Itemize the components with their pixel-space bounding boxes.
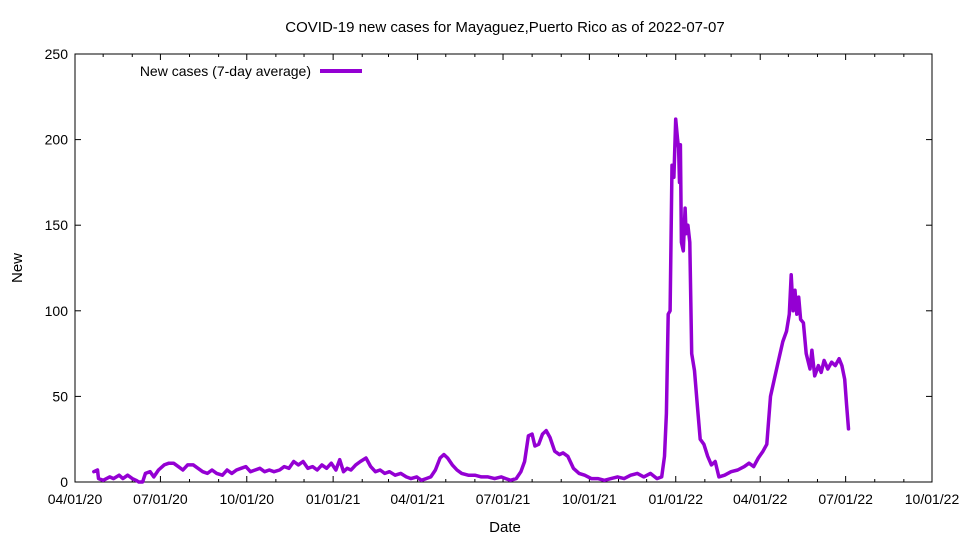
x-tick-label: 04/01/21 [390, 491, 445, 507]
legend-label-new-cases: New cases (7-day average) [140, 63, 311, 79]
legend: New cases (7-day average) [140, 63, 362, 79]
y-tick-label: 250 [45, 46, 69, 62]
y-tick-label: 0 [60, 474, 68, 490]
y-tick-label: 100 [45, 303, 69, 319]
x-tick-label: 04/01/22 [733, 491, 788, 507]
x-tick-label: 07/01/20 [133, 491, 188, 507]
y-axis-label: New [9, 253, 26, 283]
y-tick-label: 50 [52, 388, 68, 404]
x-tick-label: 04/01/20 [48, 491, 103, 507]
y-axis-ticks: 0 50 100 150 200 250 [45, 46, 932, 490]
x-tick-label: 10/01/21 [562, 491, 617, 507]
y-tick-label: 200 [45, 132, 69, 148]
x-tick-label: 01/01/21 [306, 491, 361, 507]
x-tick-label: 07/01/22 [818, 491, 873, 507]
x-tick-label: 10/01/20 [220, 491, 275, 507]
series-layer [92, 117, 851, 484]
x-axis-label: Date [489, 519, 521, 536]
x-axis-ticks: 04/01/20 07/01/20 10/01/20 01/01/21 04/01/21… [48, 54, 960, 507]
x-tick-label: 01/01/22 [648, 491, 703, 507]
x-tick-label: 10/01/22 [905, 491, 960, 507]
chart-title: COVID-19 new cases for Mayaguez,Puerto R… [285, 19, 724, 36]
plot-area [74, 53, 933, 483]
x-tick-label: 07/01/21 [476, 491, 531, 507]
plot-border [74, 53, 933, 483]
y-tick-label: 150 [45, 217, 69, 233]
series-line-new-cases [92, 117, 851, 484]
